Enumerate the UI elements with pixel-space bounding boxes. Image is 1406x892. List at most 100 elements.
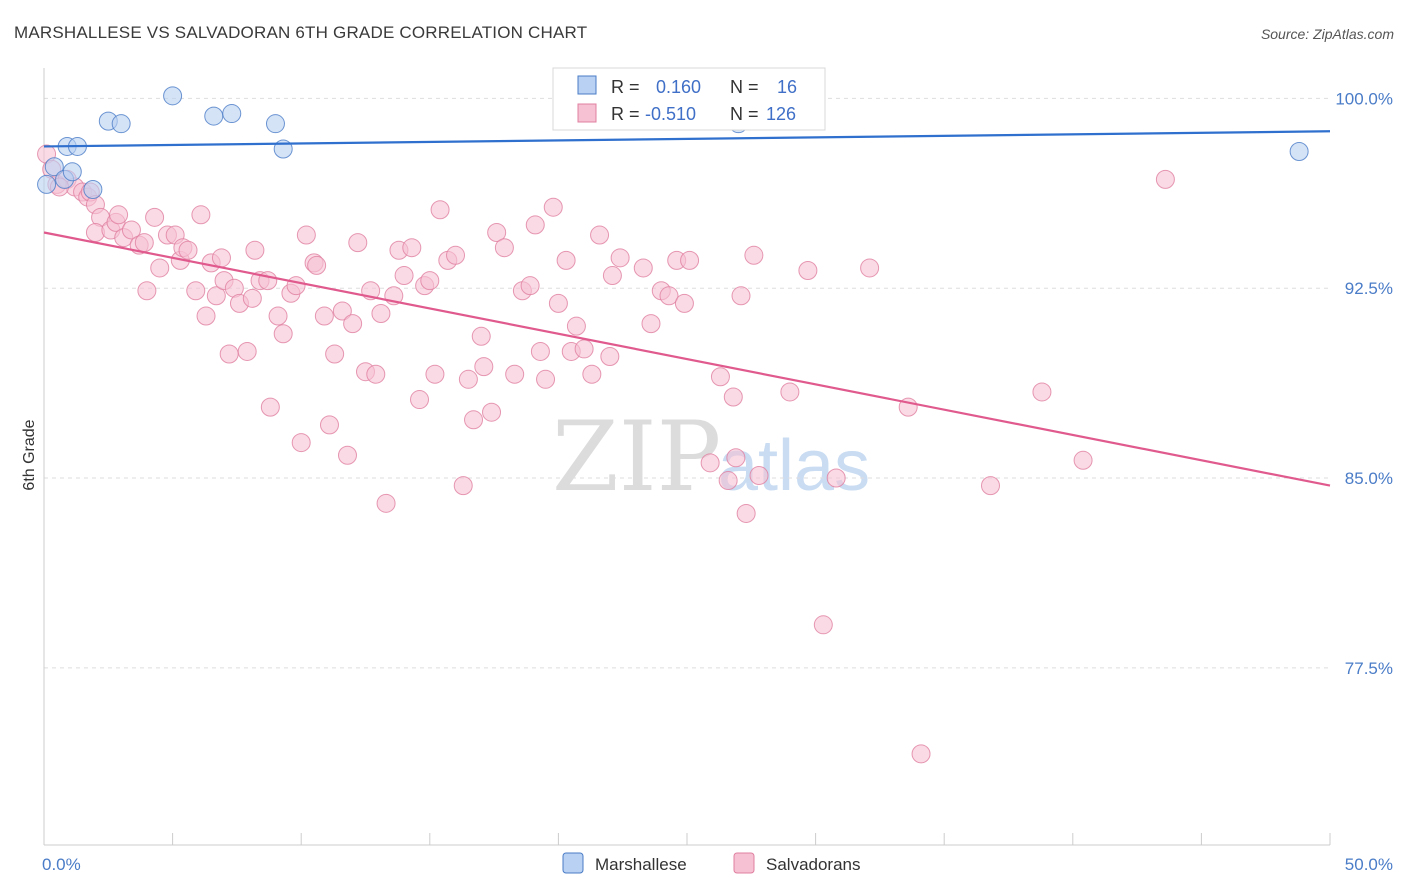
stats-n-label-salvadorans: N = — [730, 104, 759, 124]
point-salvadorans-38 — [242, 288, 262, 308]
point-salvadorans-92 — [574, 339, 594, 359]
point-salvadorans-94 — [590, 225, 610, 245]
point-salvadorans-101 — [659, 286, 679, 306]
point-salvadorans-76 — [471, 326, 491, 346]
point-salvadorans-116 — [826, 468, 846, 488]
point-marshallese-0 — [37, 174, 57, 194]
y-tick-label-0: 100.0% — [1335, 89, 1393, 108]
point-salvadorans-107 — [718, 471, 738, 491]
point-salvadorans-43 — [273, 324, 293, 344]
point-salvadorans-77 — [474, 357, 494, 377]
point-marshallese-10 — [204, 106, 224, 126]
stats-swatch-salvadorans — [577, 103, 597, 123]
trend-lines — [43, 130, 1331, 487]
point-salvadorans-115 — [798, 260, 818, 280]
point-salvadorans-15 — [121, 220, 141, 240]
point-salvadorans-88 — [548, 293, 568, 313]
point-salvadorans-23 — [178, 240, 198, 260]
x-tick-label-1: 50.0% — [1345, 855, 1393, 874]
y-tick-label-3: 77.5% — [1345, 659, 1393, 678]
point-salvadorans-85 — [530, 341, 550, 361]
point-salvadorans-119 — [813, 615, 833, 635]
point-salvadorans-79 — [487, 223, 507, 243]
watermark-zip: ZIP — [552, 401, 721, 513]
stats-r-label-salvadorans: R = — [611, 104, 640, 124]
point-salvadorans-108 — [723, 387, 743, 407]
point-salvadorans-51 — [319, 415, 339, 435]
point-salvadorans-112 — [731, 286, 751, 306]
point-salvadorans-98 — [633, 258, 653, 278]
source-credit: Source: ZipAtlas.com — [1261, 26, 1394, 42]
point-salvadorans-96 — [602, 266, 622, 286]
point-salvadorans-75 — [464, 410, 484, 430]
point-salvadorans-27 — [191, 205, 211, 225]
point-salvadorans-95 — [600, 347, 620, 367]
tick-labels: 100.0% 92.5% 85.0% 77.5% 0.0% 50.0% — [42, 89, 1393, 874]
stats-legend-box — [552, 67, 826, 131]
point-marshallese-8 — [111, 114, 131, 134]
point-salvadorans-41 — [260, 397, 280, 417]
point-salvadorans-42 — [268, 306, 288, 326]
point-salvadorans-74 — [458, 369, 478, 389]
point-salvadorans-55 — [343, 314, 363, 334]
point-salvadorans-113 — [744, 245, 764, 265]
point-salvadorans-24 — [150, 258, 170, 278]
point-salvadorans-105 — [700, 453, 720, 473]
point-salvadorans-65 — [402, 238, 422, 258]
point-salvadorans-106 — [710, 367, 730, 387]
point-salvadorans-70 — [430, 200, 450, 220]
point-marshallese-6 — [83, 179, 103, 199]
point-salvadorans-89 — [556, 250, 576, 270]
legend-swatch-salvadorans — [733, 852, 755, 874]
x-tick-label-0: 0.0% — [42, 855, 81, 874]
point-marshallese-9 — [163, 86, 183, 106]
gridlines — [44, 97, 1330, 669]
trend-line-salvadorans — [43, 231, 1331, 487]
point-salvadorans-123 — [1073, 450, 1093, 470]
trend-line-marshallese — [43, 130, 1331, 148]
data-points — [37, 86, 1309, 764]
point-marshallese-12 — [265, 114, 285, 134]
point-salvadorans-110 — [749, 465, 769, 485]
point-salvadorans-46 — [291, 433, 311, 453]
point-marshallese-11 — [222, 104, 242, 124]
point-salvadorans-60 — [371, 304, 391, 324]
watermark-atlas: atlas — [718, 426, 870, 506]
point-salvadorans-86 — [536, 369, 556, 389]
point-salvadorans-30 — [206, 286, 226, 306]
point-salvadorans-121 — [980, 476, 1000, 496]
watermark: ZIP atlas — [552, 401, 870, 513]
point-salvadorans-80 — [494, 238, 514, 258]
point-salvadorans-56 — [348, 233, 368, 253]
stats-legend: R = 0.160 N = 16 R = -0.510 N = 126 — [552, 67, 826, 131]
point-salvadorans-25 — [137, 281, 157, 301]
point-salvadorans-104 — [680, 250, 700, 270]
point-salvadorans-109 — [726, 448, 746, 468]
point-salvadorans-54 — [337, 445, 357, 465]
y-axis-label: 6th Grade — [21, 419, 38, 490]
point-salvadorans-124 — [1155, 169, 1175, 189]
point-salvadorans-84 — [525, 215, 545, 235]
stats-n-value-marshallese: 16 — [777, 77, 797, 97]
point-salvadorans-28 — [196, 306, 216, 326]
point-marshallese-1 — [44, 157, 64, 177]
point-salvadorans-26 — [186, 281, 206, 301]
point-salvadorans-114 — [780, 382, 800, 402]
point-salvadorans-73 — [453, 476, 473, 496]
point-salvadorans-93 — [582, 364, 602, 384]
point-salvadorans-97 — [610, 248, 630, 268]
point-salvadorans-122 — [1032, 382, 1052, 402]
chart-title: MARSHALLESE VS SALVADORAN 6TH GRADE CORR… — [14, 23, 587, 42]
stats-r-value-marshallese: 0.160 — [656, 77, 701, 97]
point-salvadorans-50 — [314, 306, 334, 326]
point-salvadorans-103 — [674, 293, 694, 313]
point-salvadorans-78 — [482, 402, 502, 422]
point-salvadorans-17 — [134, 233, 154, 253]
point-salvadorans-53 — [332, 301, 352, 321]
point-salvadorans-91 — [566, 316, 586, 336]
point-salvadorans-59 — [366, 364, 386, 384]
point-salvadorans-47 — [296, 225, 316, 245]
point-salvadorans-35 — [219, 344, 239, 364]
axes — [43, 68, 1331, 846]
